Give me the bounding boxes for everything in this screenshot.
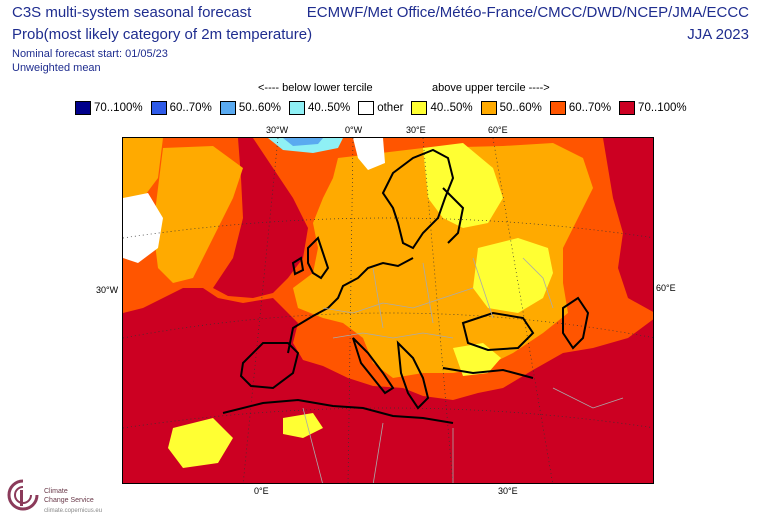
title-line-1: C3S multi-system seasonal forecast xyxy=(12,4,252,21)
region-other-atlantic xyxy=(123,193,163,263)
axis-top-30e: 30°E xyxy=(406,125,426,135)
axis-left-30w: 30°W xyxy=(96,285,119,295)
region-below-40-50 xyxy=(268,138,343,153)
region-below-50-60 xyxy=(283,138,323,146)
region-40-50-russia xyxy=(473,238,553,313)
legend-item-above-50-60: 50..60% xyxy=(480,101,542,115)
region-other-greenland xyxy=(353,138,385,170)
legend-label: 70..100% xyxy=(94,102,143,114)
legend-swatch xyxy=(219,101,236,115)
mean-type: Unweighted mean xyxy=(12,62,101,74)
legend-item-below-50-60: 50..60% xyxy=(219,101,282,115)
legend-label: 60..70% xyxy=(169,102,212,114)
legend: 70..100% 60..70% 50..60% 40..50% other 4… xyxy=(75,101,695,115)
legend-swatch xyxy=(549,101,566,115)
region-50-60-west-sea xyxy=(123,138,163,208)
legend-item-other: other xyxy=(358,101,403,115)
legend-item-below-70-100: 70..100% xyxy=(75,101,143,115)
legend-label: 40..50% xyxy=(308,102,351,114)
borders xyxy=(302,257,624,483)
axis-bottom-0e: 0°E xyxy=(254,486,269,496)
axis-top-30w: 30°W xyxy=(266,125,289,135)
region-40-50-atlantic xyxy=(168,418,233,468)
copernicus-logo-icon xyxy=(7,479,39,511)
title-line-2: Prob(most likely category of 2m temperat… xyxy=(12,26,313,43)
logo-text-service: Change Service xyxy=(44,497,94,504)
legend-swatch xyxy=(75,101,91,115)
legend-item-below-40-50: 40..50% xyxy=(289,101,350,115)
legend-item-above-60-70: 60..70% xyxy=(549,101,612,115)
region-40-50-north-africa xyxy=(283,413,323,438)
legend-label: other xyxy=(377,102,404,114)
legend-swatch xyxy=(480,101,497,115)
region-70-100-atlantic xyxy=(213,138,308,298)
coastlines xyxy=(222,148,590,424)
legend-label: 70..100% xyxy=(638,102,687,114)
axis-top-60e: 60°E xyxy=(488,125,508,135)
legend-label: 50..60% xyxy=(238,102,282,114)
region-40-50-scandinavia xyxy=(423,143,503,228)
region-50-60-main xyxy=(153,146,243,283)
legend-item-below-60-70: 60..70% xyxy=(150,101,212,115)
legend-item-above-70-100: 70..100% xyxy=(619,101,687,115)
legend-label: 60..70% xyxy=(568,102,612,114)
region-70-100-east xyxy=(603,138,653,312)
systems-list: ECMWF/Met Office/Météo-France/CMCC/DWD/N… xyxy=(306,4,749,21)
legend-swatch xyxy=(619,101,636,115)
forecast-map xyxy=(122,137,654,484)
axis-bottom-30e: 30°E xyxy=(498,486,518,496)
forecast-start: Nominal forecast start: 01/05/23 xyxy=(12,48,168,60)
above-tercile-label: above upper tercile ----> xyxy=(432,82,550,94)
logo-text-url: climate.copernicus.eu xyxy=(44,508,103,514)
legend-swatch xyxy=(289,101,306,115)
logo-text-climate: Climate xyxy=(44,488,68,495)
legend-swatch xyxy=(358,101,375,115)
region-50-60-europe xyxy=(293,143,593,378)
axis-top-0w: 0°W xyxy=(345,125,363,135)
region-40-50-black-sea xyxy=(453,343,501,376)
legend-swatch xyxy=(150,101,167,115)
legend-label: 40..50% xyxy=(430,102,473,114)
legend-swatch xyxy=(411,101,428,115)
below-tercile-label: <---- below lower tercile xyxy=(258,82,373,94)
graticule xyxy=(123,138,653,483)
legend-label: 50..60% xyxy=(499,102,542,114)
axis-right-60e: 60°E xyxy=(656,283,676,293)
season-label: JJA 2023 xyxy=(687,26,749,43)
map-svg xyxy=(123,138,653,483)
legend-item-above-40-50: 40..50% xyxy=(411,101,473,115)
